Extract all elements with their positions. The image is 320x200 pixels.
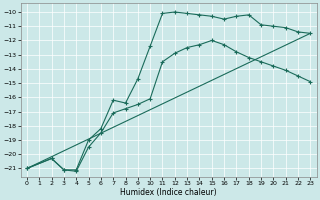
X-axis label: Humidex (Indice chaleur): Humidex (Indice chaleur) [120, 188, 217, 197]
